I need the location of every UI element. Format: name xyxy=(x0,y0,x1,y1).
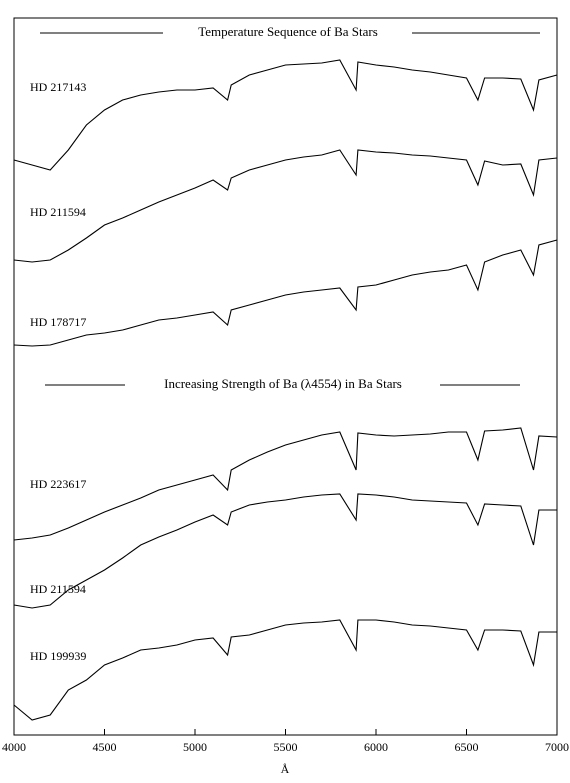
spectrum-line xyxy=(13,493,557,609)
series-label: HD 199939 xyxy=(30,649,86,663)
series-label: HD 217143 xyxy=(30,80,86,94)
spectrum-line xyxy=(13,619,557,721)
series-label: HD 223617 xyxy=(30,477,86,491)
spectrum-line xyxy=(13,59,558,171)
x-tick-label: 4000 xyxy=(2,740,26,754)
annotation: Temperature Sequence of Ba Stars xyxy=(198,24,378,39)
spectrum-line xyxy=(13,239,558,347)
x-tick-label: 5500 xyxy=(274,740,298,754)
spectrum-line xyxy=(13,149,558,263)
x-tick-label: 7000 xyxy=(545,740,569,754)
series-label: HD 211594 xyxy=(30,582,86,596)
x-tick-label: 6500 xyxy=(455,740,479,754)
spectrum-line xyxy=(13,427,558,541)
series-label: HD 178717 xyxy=(30,315,86,329)
x-tick-label: 6000 xyxy=(364,740,388,754)
x-tick-label: 5000 xyxy=(183,740,207,754)
series-label: HD 211594 xyxy=(30,205,86,219)
annotation: Increasing Strength of Ba (λ4554) in Ba … xyxy=(164,376,402,391)
x-tick-label: 4500 xyxy=(93,740,117,754)
x-axis-label: Å xyxy=(281,762,290,776)
